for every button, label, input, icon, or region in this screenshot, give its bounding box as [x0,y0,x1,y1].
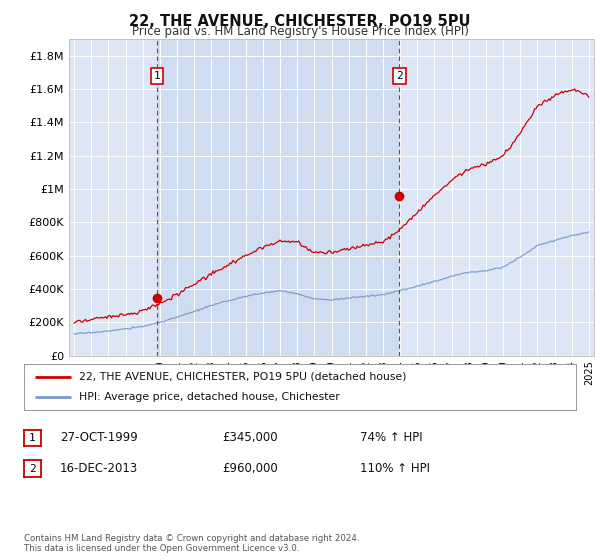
Text: HPI: Average price, detached house, Chichester: HPI: Average price, detached house, Chic… [79,392,340,402]
Text: £345,000: £345,000 [222,431,278,445]
Text: 2: 2 [396,71,403,81]
Text: Contains HM Land Registry data © Crown copyright and database right 2024.
This d: Contains HM Land Registry data © Crown c… [24,534,359,553]
Text: £960,000: £960,000 [222,462,278,475]
Text: 2: 2 [29,464,36,474]
Text: 1: 1 [154,71,160,81]
Bar [157,39,400,356]
Text: 1: 1 [29,433,36,443]
Text: 22, THE AVENUE, CHICHESTER, PO19 5PU: 22, THE AVENUE, CHICHESTER, PO19 5PU [129,14,471,29]
Text: 22, THE AVENUE, CHICHESTER, PO19 5PU (detached house): 22, THE AVENUE, CHICHESTER, PO19 5PU (de… [79,372,407,382]
Text: 74% ↑ HPI: 74% ↑ HPI [360,431,422,445]
Text: 110% ↑ HPI: 110% ↑ HPI [360,462,430,475]
Text: Price paid vs. HM Land Registry's House Price Index (HPI): Price paid vs. HM Land Registry's House … [131,25,469,38]
Text: 27-OCT-1999: 27-OCT-1999 [60,431,138,445]
Text: 16-DEC-2013: 16-DEC-2013 [60,462,138,475]
